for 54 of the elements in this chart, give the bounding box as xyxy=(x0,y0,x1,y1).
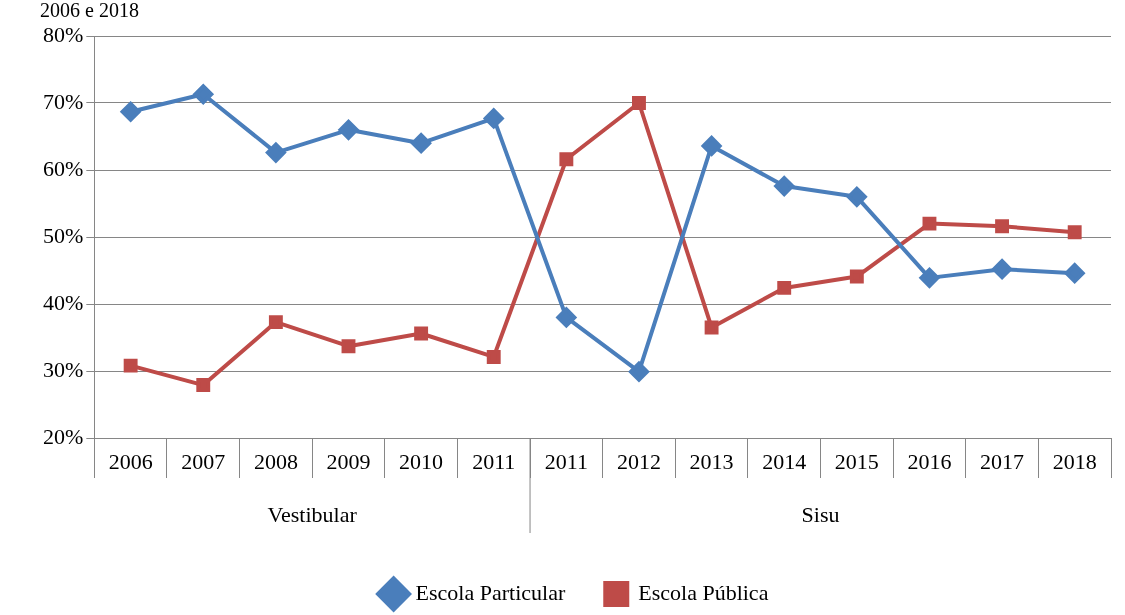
point xyxy=(995,219,1010,234)
x-tick-label: 2011 xyxy=(544,448,588,474)
point xyxy=(414,326,429,341)
point xyxy=(556,307,577,328)
y-tick-label: 50% xyxy=(43,222,84,248)
point xyxy=(777,280,792,295)
x-tick-label: 2017 xyxy=(980,448,1025,474)
point xyxy=(1067,225,1082,240)
point xyxy=(1064,263,1085,284)
point xyxy=(849,269,864,284)
x-tick-label: 2018 xyxy=(1052,448,1097,474)
point xyxy=(123,358,138,373)
y-tick-label: 80% xyxy=(43,21,84,47)
point xyxy=(559,152,574,167)
point xyxy=(193,84,214,105)
point xyxy=(196,378,211,393)
point xyxy=(919,267,940,288)
x-tick-label: 2011 xyxy=(472,448,516,474)
y-tick-label: 40% xyxy=(43,289,84,315)
x-tick-label: 2010 xyxy=(399,448,444,474)
point xyxy=(922,216,937,231)
point xyxy=(120,101,141,122)
x-tick-label: 2016 xyxy=(907,448,952,474)
x-tick-label: 2012 xyxy=(616,448,661,474)
y-tick-label: 70% xyxy=(43,88,84,114)
point xyxy=(632,96,646,110)
point xyxy=(338,119,359,140)
point xyxy=(265,142,286,163)
legend-label: Escola Pública xyxy=(638,579,769,605)
y-tick-label: 60% xyxy=(43,155,84,181)
point xyxy=(486,349,501,364)
point xyxy=(992,259,1013,280)
x-tick-label: 2006 xyxy=(108,448,153,474)
point xyxy=(268,315,283,330)
x-tick-label: 2007 xyxy=(181,448,226,474)
point xyxy=(628,361,649,382)
legend-label: Escola Particular xyxy=(415,579,566,605)
chart-title: 2006 e 2018 xyxy=(40,0,139,22)
y-tick-label: 20% xyxy=(43,423,84,449)
text: Sisu xyxy=(801,501,840,527)
point xyxy=(704,320,719,335)
point xyxy=(774,176,795,197)
x-tick-label: 2013 xyxy=(689,448,734,474)
point xyxy=(341,339,356,354)
text: Vestibular xyxy=(267,501,358,527)
point xyxy=(846,186,867,207)
x-tick-label: 2015 xyxy=(834,448,879,474)
x-tick-label: 2009 xyxy=(326,448,371,474)
point xyxy=(411,133,432,154)
x-tick-label: 2008 xyxy=(253,448,298,474)
point xyxy=(701,135,722,156)
x-tick-label: 2014 xyxy=(762,448,807,474)
point xyxy=(483,108,504,129)
y-tick-label: 30% xyxy=(43,356,84,382)
